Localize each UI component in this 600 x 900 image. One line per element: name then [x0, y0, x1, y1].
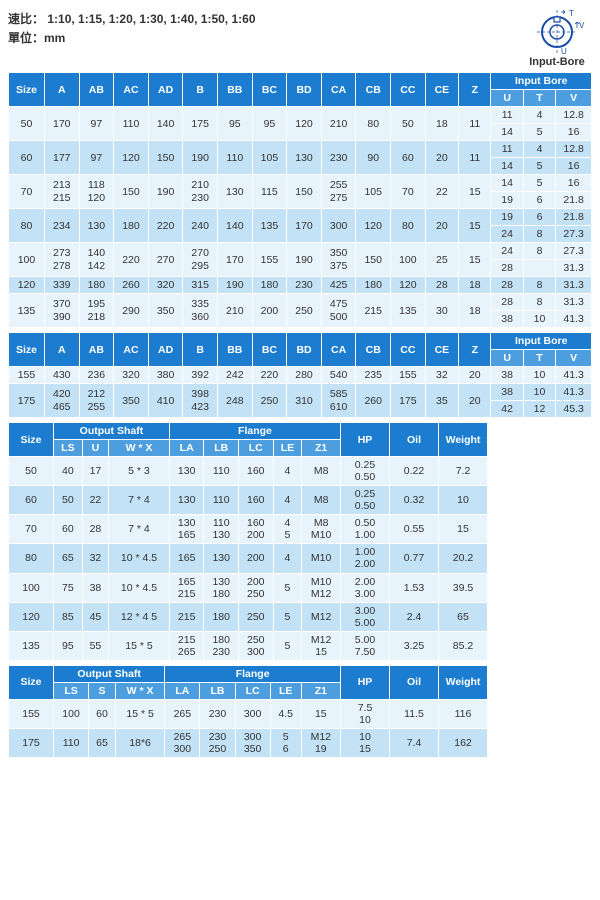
ratio-line: 速比： 1:10, 1:15, 1:20, 1:30, 1:40, 1:50, …: [8, 10, 592, 27]
svg-text:V: V: [579, 21, 585, 30]
spec-table: SizeAABACADBBBBCBDCACBCCCEZInput BoreUTV…: [8, 332, 592, 418]
unit-line: 單位：mm: [8, 29, 592, 46]
spec-table-sec: SizeOutput ShaftFlangeHPOilWeightLSUW * …: [8, 422, 488, 661]
input-bore-diagram: T V U Input-Bore: [522, 8, 592, 68]
spec-table: SizeAABACADBBBBCBDCACBCCCEZInput BoreUTV…: [8, 72, 592, 328]
diagram-label: Input-Bore: [522, 56, 592, 68]
spec-table-sec: SizeOutput ShaftFlangeHPOilWeightLSSW * …: [8, 665, 488, 758]
svg-text:T: T: [569, 9, 574, 18]
svg-text:U: U: [561, 47, 567, 56]
